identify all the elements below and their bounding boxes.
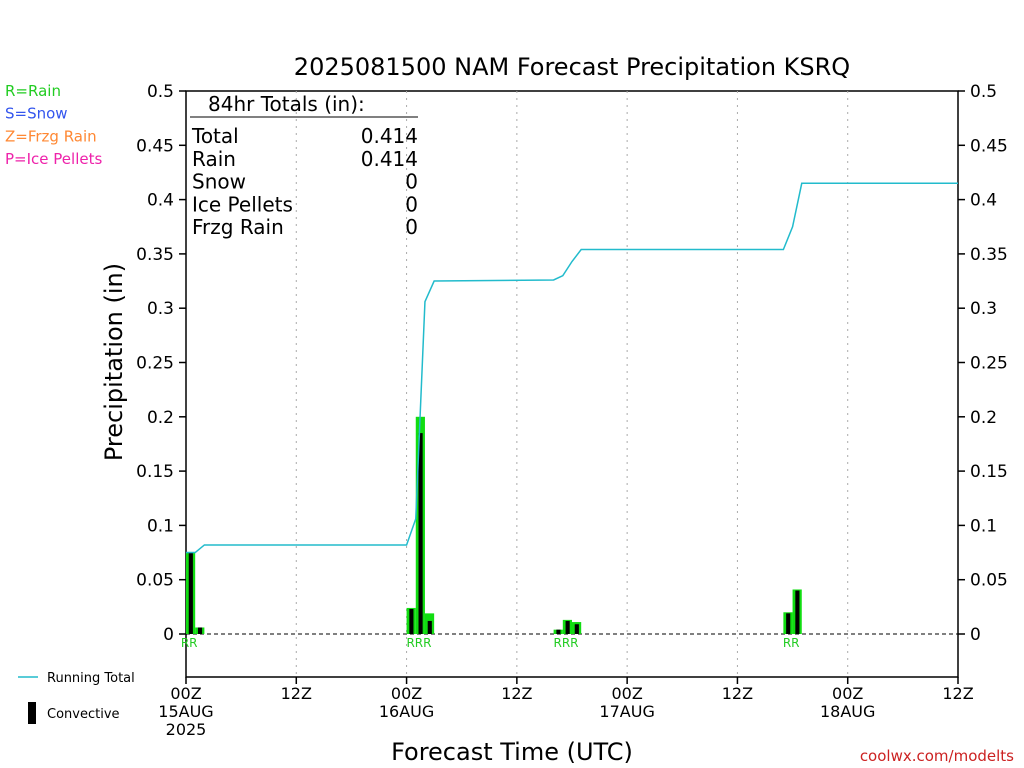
convective-precip-bar: [197, 627, 203, 634]
x-tick-label: 12Z: [281, 684, 312, 703]
convective-precip-bar: [188, 552, 193, 634]
convective-precip-bar: [556, 629, 561, 634]
running-total-line: [186, 182, 958, 554]
precip-bars: [186, 416, 802, 634]
convective-precip-bar: [427, 620, 432, 634]
y-tick-label: 0.5: [147, 82, 174, 102]
x-tick-label: 12Z: [942, 684, 973, 703]
y-tick-label: 0.15: [136, 462, 174, 482]
running-total-legend-label: Running Total: [47, 671, 135, 686]
y-tick-label: 0.2: [970, 408, 997, 428]
convective-precip-bar: [418, 433, 423, 634]
x-tick-label: 15AUG: [158, 702, 213, 721]
convective-precip-bar: [409, 609, 414, 634]
totals-label: Frzg Rain: [192, 215, 284, 239]
credit-text: coolwx.com/modelts: [860, 747, 1014, 765]
y-tick-label: 0.45: [970, 136, 1008, 156]
convective-legend-label: Convective: [47, 707, 120, 722]
totals-label: Total: [191, 124, 239, 148]
y-axis-left: 0 0.05 0.1 0.15 0.2 0.25 0.3 0.35 0.4 0.45 0.5: [136, 82, 186, 645]
chart-title: 2025081500 NAM Forecast Precipitation KS…: [294, 53, 850, 81]
totals-box: 84hr Totals (in): Total 0.414 Rain 0.414 Snow…: [190, 92, 418, 239]
x-tick-label: 00Z: [170, 684, 201, 703]
y-tick-label: 0.25: [136, 354, 174, 374]
totals-value: 0: [405, 192, 418, 216]
x-tick-label: 00Z: [391, 684, 422, 703]
ptype-legend-item: S=Snow: [5, 105, 68, 123]
y-tick-label: 0: [970, 625, 981, 645]
x-tick-label: 2025: [166, 720, 207, 739]
ptype-legend-item: R=Rain: [5, 82, 61, 100]
y-axis-label: Precipitation (in): [100, 263, 128, 461]
series-legend: Running Total Convective: [18, 671, 135, 724]
convective-precip-bar: [565, 620, 570, 634]
ptype-marker: RR: [783, 636, 800, 650]
y-tick-label: 0.3: [970, 299, 997, 319]
x-tick-label: 00Z: [611, 684, 642, 703]
y-tick-label: 0.5: [970, 82, 997, 102]
y-tick-label: 0.1: [147, 516, 174, 536]
y-tick-label: 0.4: [147, 191, 174, 211]
convective-precip-bar: [574, 624, 579, 634]
ptype-marker: RRR: [553, 636, 578, 650]
x-tick-label: 12Z: [722, 684, 753, 703]
totals-value: 0.414: [361, 147, 418, 171]
x-tick-label: 00Z: [832, 684, 863, 703]
totals-label: Ice Pellets: [192, 192, 293, 216]
y-tick-label: 0.35: [136, 245, 174, 265]
ptype-legend: R=Rain S=Snow Z=Frzg Rain P=Ice Pellets: [5, 82, 102, 168]
y-tick-label: 0.25: [970, 354, 1008, 374]
y-tick-label: 0.45: [136, 136, 174, 156]
x-tick-label: 18AUG: [820, 702, 875, 721]
plot-frame: [185, 90, 959, 678]
ptype-marker: RRR: [406, 636, 431, 650]
totals-label: Snow: [192, 170, 246, 194]
y-tick-label: 0.4: [970, 191, 997, 211]
y-tick-label: 0.3: [147, 299, 174, 319]
x-tick-label: 17AUG: [599, 702, 654, 721]
grid-lines: [295, 91, 849, 677]
x-axis-label: Forecast Time (UTC): [391, 738, 633, 766]
y-axis-right: 0 0.05 0.1 0.15 0.2 0.25 0.3 0.35 0.4 0.45 0.5: [958, 82, 1008, 645]
ptype-marker: RR: [181, 636, 198, 650]
x-tick-label: 12Z: [501, 684, 532, 703]
y-tick-label: 0.35: [970, 245, 1008, 265]
x-tick-label: 16AUG: [379, 702, 434, 721]
convective-precip-bar: [795, 590, 800, 634]
totals-value: 0.414: [361, 124, 418, 148]
y-tick-label: 0.15: [970, 462, 1008, 482]
convective-swatch: [28, 702, 36, 724]
totals-label: Rain: [192, 147, 236, 171]
y-tick-label: 0.05: [136, 571, 174, 591]
ptype-legend-item: P=Ice Pellets: [5, 150, 102, 168]
y-tick-label: 0.05: [970, 571, 1008, 591]
running-total-line: [186, 182, 958, 554]
y-tick-label: 0.1: [970, 516, 997, 536]
totals-value: 0: [405, 170, 418, 194]
ptype-legend-item: Z=Frzg Rain: [5, 127, 97, 145]
totals-header: 84hr Totals (in):: [208, 92, 365, 116]
ptype-markers: RR RRR RRR RR: [181, 636, 800, 650]
totals-value: 0: [405, 215, 418, 239]
y-tick-label: 0.2: [147, 408, 174, 428]
convective-precip-bar: [786, 613, 791, 634]
y-tick-label: 0: [163, 625, 174, 645]
